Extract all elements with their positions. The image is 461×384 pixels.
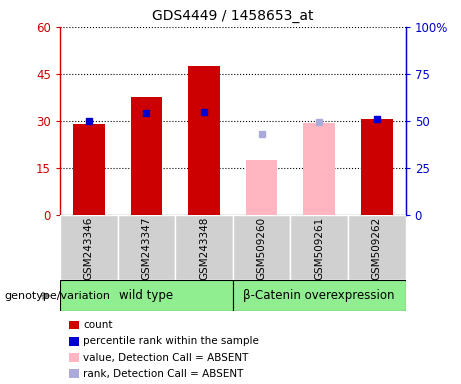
Text: percentile rank within the sample: percentile rank within the sample bbox=[83, 336, 259, 346]
Text: GSM509262: GSM509262 bbox=[372, 217, 382, 280]
Text: GSM243348: GSM243348 bbox=[199, 217, 209, 280]
Bar bbox=[233, 280, 406, 311]
Text: β-Catenin overexpression: β-Catenin overexpression bbox=[243, 289, 395, 302]
Text: genotype/variation: genotype/variation bbox=[5, 291, 111, 301]
Bar bbox=[233, 215, 290, 280]
Text: count: count bbox=[83, 320, 112, 330]
Bar bbox=[118, 215, 175, 280]
Text: rank, Detection Call = ABSENT: rank, Detection Call = ABSENT bbox=[83, 369, 243, 379]
Bar bbox=[73, 124, 105, 215]
Bar bbox=[246, 160, 278, 215]
Bar bbox=[290, 215, 348, 280]
Text: value, Detection Call = ABSENT: value, Detection Call = ABSENT bbox=[83, 353, 248, 362]
Text: GSM243347: GSM243347 bbox=[142, 217, 151, 280]
Bar bbox=[175, 215, 233, 280]
Bar bbox=[361, 119, 393, 215]
Bar bbox=[188, 66, 220, 215]
Text: wild type: wild type bbox=[119, 289, 173, 302]
Text: GSM243346: GSM243346 bbox=[84, 217, 94, 280]
Bar bbox=[60, 215, 118, 280]
Bar bbox=[303, 122, 335, 215]
Bar bbox=[348, 215, 406, 280]
Text: GSM509260: GSM509260 bbox=[257, 217, 266, 280]
Bar bbox=[60, 280, 233, 311]
Text: GSM509261: GSM509261 bbox=[314, 217, 324, 280]
Bar bbox=[130, 98, 162, 215]
Title: GDS4449 / 1458653_at: GDS4449 / 1458653_at bbox=[152, 9, 313, 23]
